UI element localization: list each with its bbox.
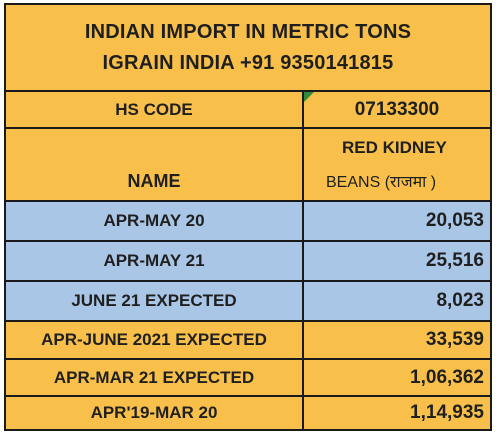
- period-label: APR-MAY 20: [6, 202, 304, 242]
- table-row: APR'19-MAR 20 1,14,935: [6, 397, 490, 429]
- hs-code-row: HS CODE 07133300: [6, 92, 490, 129]
- import-value[interactable]: 20,053: [304, 202, 490, 242]
- table-row: APR-MAR 21 EXPECTED 1,06,362: [6, 360, 490, 397]
- period-label: APR-MAY 21: [6, 242, 304, 282]
- hs-code-label: HS CODE: [6, 92, 304, 129]
- import-value[interactable]: 25,516: [304, 242, 490, 282]
- import-value[interactable]: 33,539: [304, 322, 490, 360]
- table-row: APR-MAY 21 25,516: [6, 242, 490, 282]
- import-value[interactable]: 8,023: [304, 282, 490, 322]
- hs-code-value[interactable]: 07133300: [304, 92, 490, 129]
- name-row: NAME RED KIDNEY BEANS (राजमा ): [6, 129, 490, 202]
- commodity-name[interactable]: RED KIDNEY BEANS (राजमा ): [304, 129, 490, 202]
- period-label: APR-MAR 21 EXPECTED: [6, 360, 304, 397]
- import-value[interactable]: 1,14,935: [304, 397, 490, 429]
- import-value[interactable]: 1,06,362: [304, 360, 490, 397]
- table-row: JUNE 21 EXPECTED 8,023: [6, 282, 490, 322]
- import-table: INDIAN IMPORT IN METRIC TONS IGRAIN INDI…: [4, 3, 492, 431]
- table-row: APR-JUNE 2021 EXPECTED 33,539: [6, 322, 490, 360]
- comment-marker-icon: [304, 92, 314, 102]
- period-label: APR'19-MAR 20: [6, 397, 304, 429]
- commodity-line-1: RED KIDNEY: [342, 137, 447, 157]
- period-label: APR-JUNE 2021 EXPECTED: [6, 322, 304, 360]
- commodity-line-2: BEANS (राजमा ): [326, 173, 437, 191]
- name-label: NAME: [6, 129, 304, 202]
- title-row: INDIAN IMPORT IN METRIC TONS IGRAIN INDI…: [6, 5, 490, 92]
- period-label: JUNE 21 EXPECTED: [6, 282, 304, 322]
- table-row: APR-MAY 20 20,053: [6, 202, 490, 242]
- table-title: INDIAN IMPORT IN METRIC TONS: [84, 20, 412, 43]
- source-contact: IGRAIN INDIA +91 9350141815: [102, 51, 394, 74]
- title-cell: INDIAN IMPORT IN METRIC TONS IGRAIN INDI…: [6, 5, 490, 92]
